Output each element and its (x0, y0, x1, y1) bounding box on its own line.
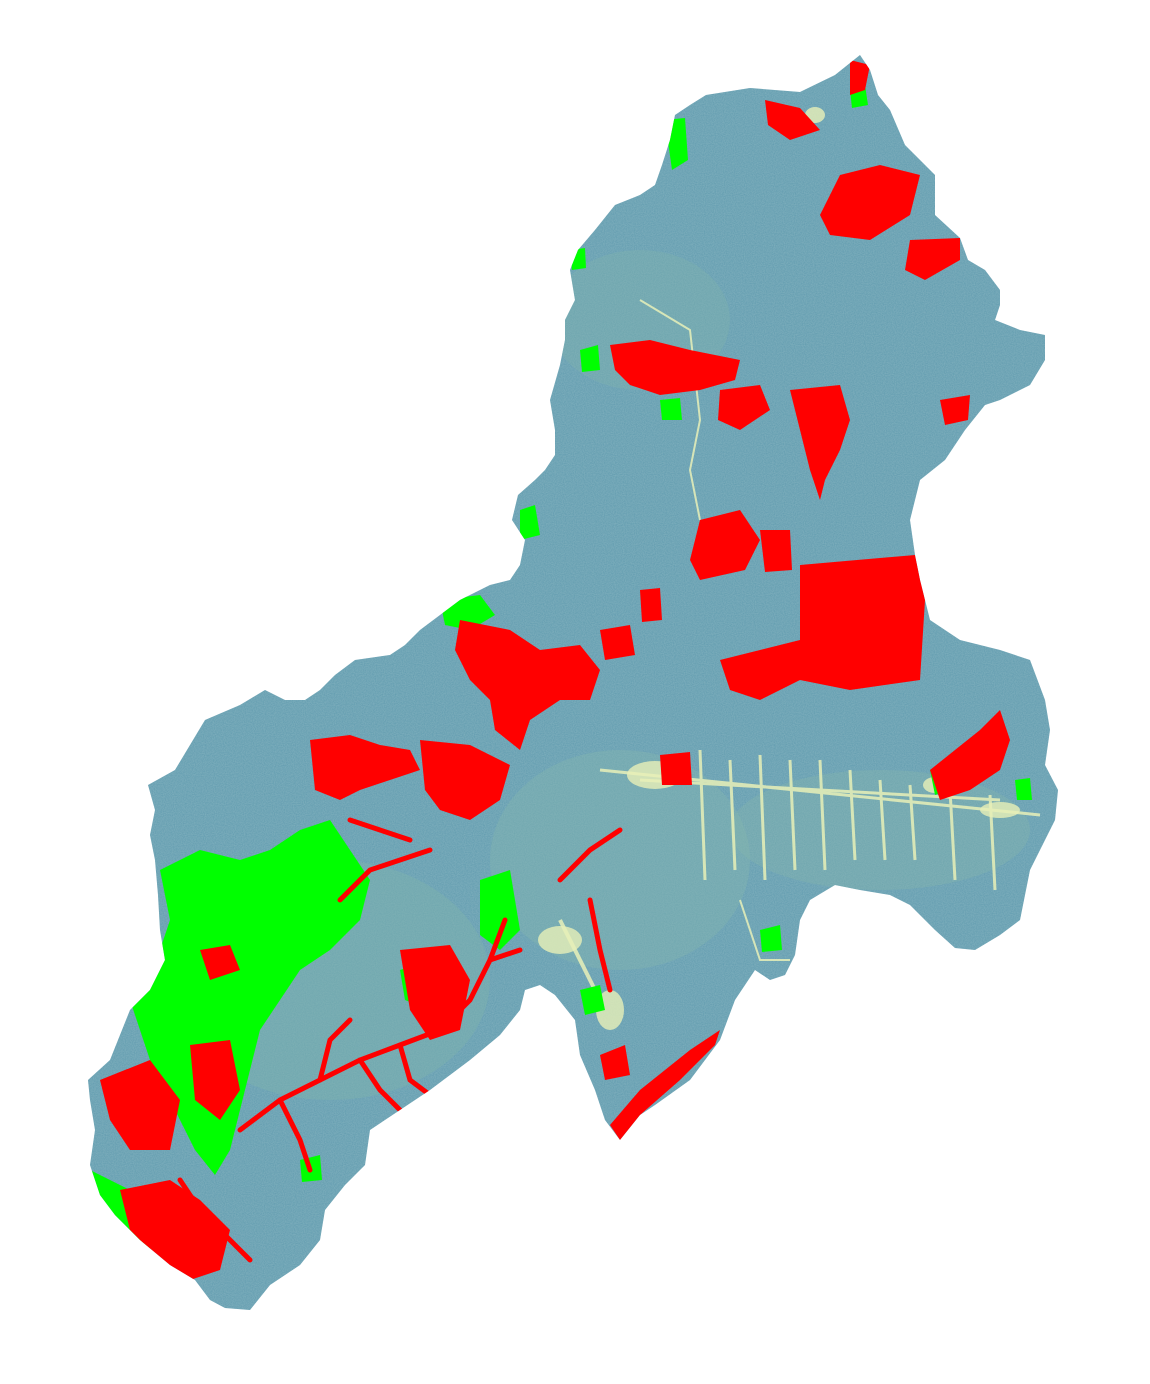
red-class-areas (100, 60, 1010, 1280)
green-class-areas (90, 85, 1032, 1255)
red-corridors (127, 817, 623, 1268)
